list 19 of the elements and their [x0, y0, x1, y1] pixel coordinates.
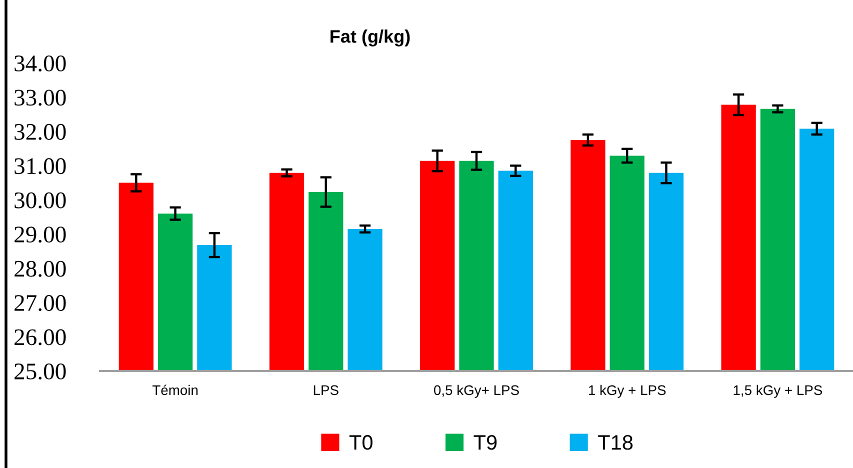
y-tick-label: 28.00	[14, 260, 66, 277]
x-tick-label: 1 kGy + LPS	[588, 384, 666, 398]
legend-label: T0	[349, 435, 372, 450]
legend-label: T9	[474, 435, 497, 450]
y-tick-label: 26.00	[14, 329, 66, 346]
y-tick-label: 34.00	[14, 55, 66, 72]
y-tick-label: 25.00	[14, 363, 66, 380]
y-tick-label: 33.00	[14, 90, 66, 106]
y-tick-label: 30.00	[14, 192, 66, 208]
chart-title: Fat (g/kg)	[330, 30, 410, 46]
x-tick-label: LPS	[314, 385, 338, 396]
y-tick-label: 29.00	[14, 226, 66, 243]
legend-label: T18	[598, 435, 633, 450]
y-tick-label: 31.00	[14, 158, 66, 174]
x-tick-label: Témoin	[152, 384, 198, 396]
x-tick-label: 0,5 kGy+ LPS	[434, 384, 519, 398]
y-tick-label: 27.00	[14, 295, 66, 312]
y-tick-label: 32.00	[14, 124, 66, 140]
x-tick-label: 1,5 kGy + LPS	[734, 384, 822, 398]
